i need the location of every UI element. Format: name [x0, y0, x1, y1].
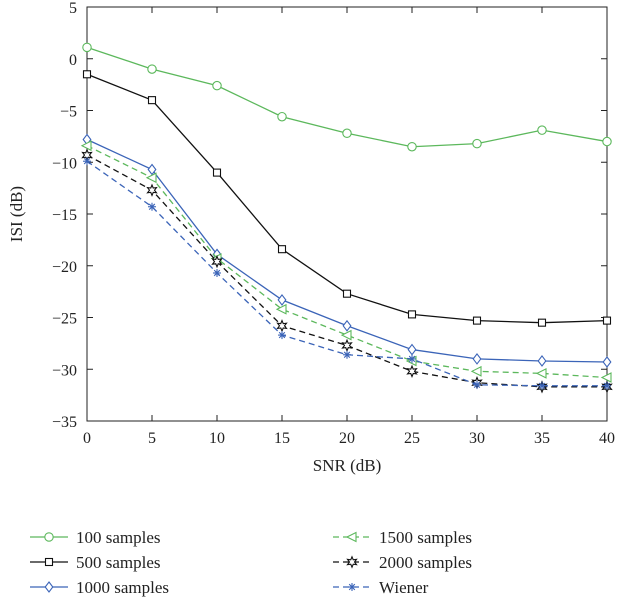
- data-point: [407, 310, 417, 319]
- legend-marker: [44, 581, 54, 593]
- y-tick-label: −30: [52, 362, 77, 379]
- x-axis-label: SNR (dB): [313, 456, 381, 475]
- legend-label: 100 samples: [76, 528, 161, 547]
- x-tick-label: 35: [534, 430, 550, 447]
- data-point: [408, 354, 416, 363]
- legend-label: Wiener: [379, 578, 429, 597]
- series-6: [83, 157, 611, 390]
- data-point: [538, 381, 546, 390]
- legend-label: 1500 samples: [379, 528, 472, 547]
- series-line: [86, 160, 607, 387]
- y-tick-label: −10: [52, 155, 77, 172]
- data-point: [343, 350, 351, 359]
- legend-label: 500 samples: [76, 553, 161, 572]
- data-point: [82, 70, 92, 79]
- data-point: [470, 365, 482, 377]
- x-tick-label: 30: [469, 430, 485, 447]
- legend-label: 1000 samples: [76, 578, 169, 597]
- data-point: [146, 183, 158, 197]
- y-axis-label: ISI (dB): [7, 186, 26, 242]
- data-point: [406, 364, 418, 378]
- legend-marker: [44, 557, 54, 567]
- series-1: [82, 42, 612, 152]
- data-point: [212, 168, 222, 177]
- data-point: [472, 352, 482, 365]
- data-point: [535, 368, 547, 379]
- data-point: [278, 331, 286, 340]
- x-tick-label: 5: [148, 430, 156, 447]
- legend-item: 1000 samples: [30, 578, 169, 597]
- y-tick-label: 5: [69, 0, 77, 17]
- y-tick-label: −35: [52, 414, 77, 431]
- data-point: [277, 111, 287, 122]
- series-2: [82, 70, 612, 327]
- data-point: [147, 96, 157, 105]
- data-point: [537, 355, 547, 367]
- data-point: [342, 128, 352, 139]
- series-group: [80, 42, 613, 394]
- y-tick-label: −5: [60, 104, 77, 121]
- x-tick-label: 0: [83, 430, 91, 447]
- x-tick-label: 10: [209, 430, 225, 447]
- y-tick-label: 0: [69, 52, 77, 69]
- series-4: [80, 140, 612, 383]
- legend-label: 2000 samples: [379, 553, 472, 572]
- x-tick-label: 40: [599, 430, 615, 447]
- legend-item: 1500 samples: [333, 528, 472, 547]
- legend-marker: [346, 555, 358, 569]
- legend-marker: [44, 532, 54, 542]
- data-point: [80, 140, 92, 152]
- legend-item: 2000 samples: [333, 553, 472, 572]
- legend-item: 500 samples: [30, 553, 161, 572]
- data-point: [602, 136, 612, 147]
- data-point: [145, 172, 157, 184]
- data-point: [147, 163, 157, 176]
- data-point: [276, 319, 288, 333]
- data-point: [83, 157, 91, 166]
- x-axis-ticks: 0 5 10 15 20 25 30 35 40: [83, 7, 615, 447]
- data-point: [212, 80, 222, 91]
- data-point: [213, 268, 221, 277]
- data-point: [602, 316, 612, 325]
- data-point: [148, 202, 156, 211]
- data-point: [472, 316, 482, 325]
- data-point: [342, 289, 352, 298]
- x-tick-label: 20: [339, 430, 355, 447]
- data-point: [600, 372, 612, 383]
- data-point: [602, 356, 612, 368]
- data-point: [603, 381, 611, 390]
- legend: 100 samples 500 samples 1000 samples 1500 s…: [30, 528, 472, 597]
- data-point: [407, 141, 417, 152]
- legend-item: Wiener: [333, 578, 429, 597]
- data-point: [211, 254, 223, 269]
- legend-item: 100 samples: [30, 528, 161, 547]
- data-point: [340, 329, 352, 341]
- x-tick-label: 15: [274, 430, 290, 447]
- data-point: [277, 293, 287, 306]
- y-tick-label: −20: [52, 259, 77, 276]
- y-tick-label: −25: [52, 311, 77, 328]
- plot-area: [86, 6, 608, 422]
- data-point: [342, 319, 352, 332]
- data-point: [277, 245, 287, 254]
- y-axis-ticks: 5 0 −5 −10 −15 −20 −25 −30 −35: [52, 0, 607, 431]
- data-point: [537, 125, 547, 135]
- data-point: [537, 318, 547, 327]
- data-point: [341, 338, 353, 353]
- data-point: [472, 138, 482, 149]
- data-point: [275, 303, 287, 315]
- data-point: [82, 42, 92, 53]
- data-point: [407, 343, 417, 356]
- legend-marker: [345, 531, 357, 543]
- legend-marker: [348, 583, 356, 591]
- data-point: [147, 64, 157, 74]
- data-point: [473, 380, 481, 389]
- x-tick-label: 25: [404, 430, 420, 447]
- y-tick-label: −15: [52, 207, 77, 224]
- series-3: [82, 133, 612, 368]
